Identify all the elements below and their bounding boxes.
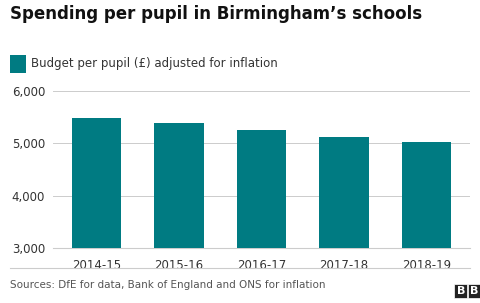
Text: Sources: DfE for data, Bank of England and ONS for inflation: Sources: DfE for data, Bank of England a… — [10, 280, 325, 290]
Text: Spending per pupil in Birmingham’s schools: Spending per pupil in Birmingham’s schoo… — [10, 5, 422, 22]
Text: B: B — [470, 286, 479, 296]
Bar — [237, 130, 287, 303]
Text: B: B — [456, 286, 465, 296]
Text: Budget per pupil (£) adjusted for inflation: Budget per pupil (£) adjusted for inflat… — [31, 57, 278, 70]
Bar — [72, 118, 121, 303]
Bar — [319, 137, 369, 303]
Bar — [402, 142, 451, 303]
Bar — [154, 123, 204, 303]
